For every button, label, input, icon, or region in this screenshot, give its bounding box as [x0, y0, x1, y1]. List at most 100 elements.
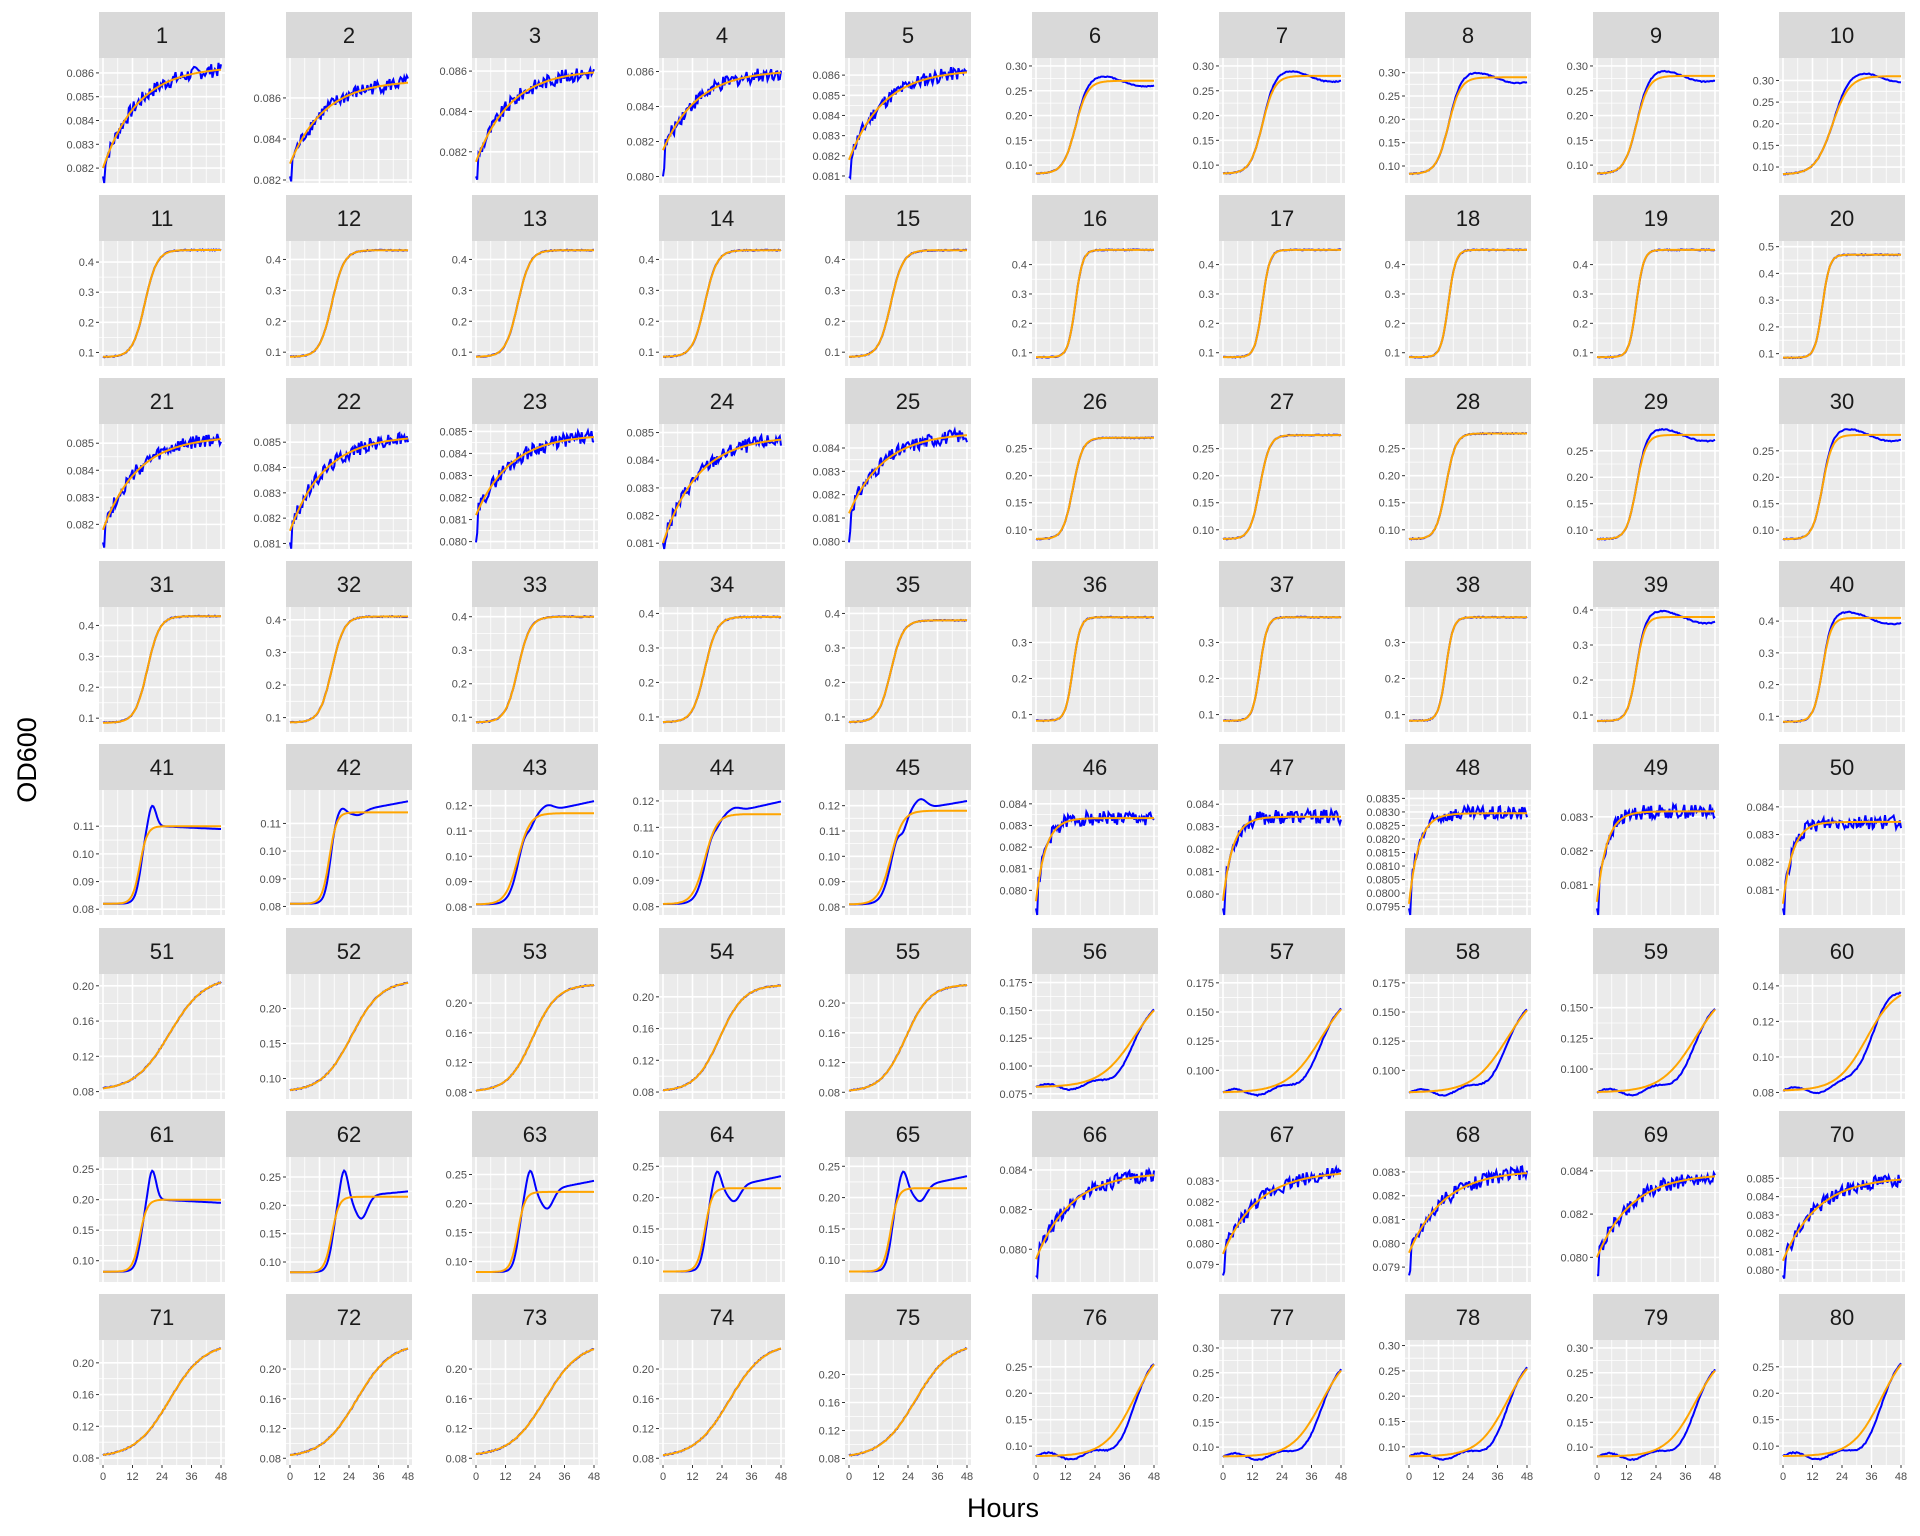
fitted-series-line: [1597, 433, 1715, 541]
y-tick-label: 0.175: [999, 978, 1027, 990]
facet-panel: 60 0.08 0.10 0.12 0.14: [1753, 928, 1905, 1099]
facet-strip-label: 70: [1830, 1122, 1854, 1147]
y-tick-label: 0.085: [66, 438, 94, 450]
facet-panel: 15 0.1 0.2 0.3 0.4: [825, 195, 971, 366]
facet-panel: 61 0.10 0.15 0.20 0.25: [73, 1111, 225, 1282]
fitted-series-line: [1783, 994, 1902, 1092]
facet-panel: 16 0.1 0.2 0.3 0.4: [1012, 195, 1158, 366]
fitted-series-line: [102, 438, 222, 531]
x-tick-label: 12: [1620, 1471, 1632, 1483]
fitted-series-line: [476, 249, 594, 358]
y-tick-label: 0.25: [819, 1161, 840, 1173]
facet-strip: [472, 561, 598, 607]
fitted-series-line: [290, 249, 408, 358]
y-tick-label: 0.09: [633, 875, 654, 887]
x-tick-label: 0: [1406, 1471, 1412, 1483]
facet-panel: 6 0.10 0.15 0.20 0.25 0.30: [1006, 12, 1158, 183]
facet-strip-label: 40: [1830, 572, 1854, 597]
facet-strip-label: 24: [710, 389, 734, 414]
facet-panel: 21 0.082 0.083 0.084 0.085: [66, 378, 225, 549]
x-tick-label: 48: [588, 1471, 600, 1483]
fitted-series-line: [662, 1347, 782, 1457]
facet-strip-label: 27: [1270, 389, 1294, 414]
y-tick-label: 0.086: [626, 67, 654, 79]
fitted-series-line: [289, 81, 409, 164]
y-tick-label: 0.084: [1186, 799, 1214, 811]
y-tick-label: 0.4: [639, 254, 654, 266]
facet-strip-label: 22: [337, 389, 361, 414]
facet-panel: 35 0.1 0.2 0.3 0.4: [825, 561, 971, 732]
y-tick-label: 0.30: [1567, 61, 1588, 73]
x-tick-label: 12: [1806, 1471, 1818, 1483]
y-tick-label: 0.16: [73, 1390, 94, 1402]
facet-strip: [1593, 378, 1719, 424]
facet-strip-label: 39: [1644, 572, 1668, 597]
facet-strip: [1219, 561, 1345, 607]
facet-strip: [1593, 12, 1719, 58]
facet-strip: [472, 928, 598, 974]
fitted-series-line: [475, 71, 595, 163]
facet-strip: [99, 378, 225, 424]
y-tick-label: 0.25: [633, 1161, 654, 1173]
facet-panel: 27 0.10 0.15 0.20 0.25: [1193, 378, 1345, 549]
x-tick-label: 36: [1118, 1471, 1130, 1483]
y-tick-label: 0.1: [825, 347, 840, 359]
y-tick-label: 0.08: [819, 902, 840, 914]
fitted-series-line: [1036, 616, 1154, 722]
facet-strip-label: 11: [151, 206, 174, 231]
fitted-series-line: [849, 249, 967, 358]
facet-strip: [472, 744, 598, 790]
y-tick-label: 0.086: [253, 93, 281, 105]
fitted-series-line: [1409, 616, 1527, 722]
y-tick-label: 0.2: [825, 677, 840, 689]
facet-strip-label: 9: [1650, 23, 1662, 48]
y-tick-label: 0.1: [639, 712, 654, 724]
x-tick-label: 12: [1432, 1471, 1444, 1483]
facet-panel: 57 0.100 0.125 0.150 0.175: [1186, 928, 1345, 1099]
y-tick-label: 0.083: [253, 488, 281, 500]
x-tick-label: 36: [372, 1471, 384, 1483]
y-tick-label: 0.3: [1385, 637, 1400, 649]
y-tick-label: 0.3: [79, 651, 94, 663]
facet-panel: 2 0.082 0.084 0.086: [253, 12, 412, 187]
y-tick-label: 0.1: [266, 713, 281, 725]
y-tick-label: 0.2: [79, 682, 94, 694]
y-tick-label: 0.20: [73, 981, 94, 993]
facet-strip: [1219, 195, 1345, 241]
y-tick-label: 0.08: [446, 1453, 467, 1465]
y-tick-label: 0.083: [1560, 812, 1588, 824]
facet-strip: [1032, 378, 1158, 424]
x-tick-label: 0: [1780, 1471, 1786, 1483]
y-tick-label: 0.16: [819, 1398, 840, 1410]
facet-strip: [1219, 928, 1345, 974]
facet-panel: 55 0.08 0.12 0.16 0.20: [819, 928, 971, 1099]
fitted-series-line: [1597, 248, 1715, 359]
facet-strip: [659, 1294, 785, 1340]
y-tick-label: 0.0825: [1366, 820, 1400, 832]
y-tick-label: 0.085: [1746, 1173, 1774, 1185]
facet-panel: 71 0.08 0.12 0.16 0.20 0 12 24 36 48: [73, 1294, 227, 1483]
y-tick-label: 0.11: [633, 822, 654, 834]
y-tick-label: 0.11: [73, 821, 94, 833]
x-tick-label: 12: [313, 1471, 325, 1483]
fitted-series-line: [1782, 820, 1901, 904]
y-tick-label: 0.175: [1186, 978, 1214, 990]
y-tick-label: 0.08: [260, 901, 281, 913]
fitted-series-line: [1409, 1009, 1528, 1094]
y-tick-label: 0.12: [446, 1424, 467, 1436]
y-tick-label: 0.15: [1379, 1416, 1400, 1428]
facet-strip: [99, 1294, 225, 1340]
facet-strip-label: 17: [1270, 206, 1294, 231]
y-tick-label: 0.150: [1372, 1007, 1400, 1019]
facet-strip-label: 31: [150, 572, 174, 597]
facet-strip-label: 67: [1270, 1122, 1294, 1147]
y-tick-label: 0.4: [266, 254, 281, 266]
facet-panel: 7 0.10 0.15 0.20 0.25 0.30: [1193, 12, 1345, 183]
y-tick-label: 0.2: [1573, 675, 1588, 687]
x-tick-label: 24: [902, 1471, 914, 1483]
y-tick-label: 0.082: [1186, 844, 1214, 856]
y-tick-label: 0.082: [812, 490, 840, 502]
y-tick-label: 0.4: [825, 254, 840, 266]
fitted-series-line: [475, 984, 594, 1092]
facet-strip-label: 46: [1083, 755, 1107, 780]
